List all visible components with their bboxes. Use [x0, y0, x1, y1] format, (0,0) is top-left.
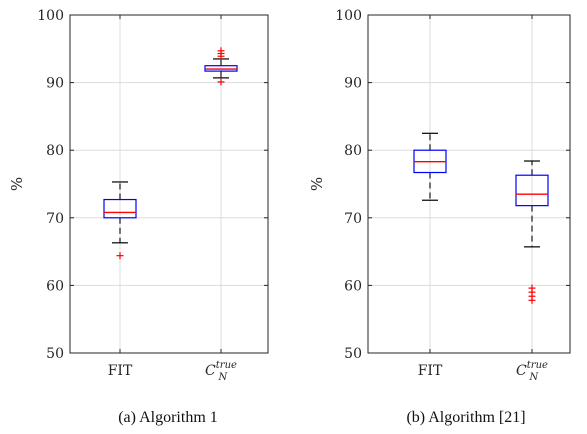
box-2 [204, 47, 238, 86]
axes-frame [367, 14, 571, 354]
outlier-marker [116, 252, 124, 260]
outlier-marker [217, 47, 225, 55]
y-tick-label: 60 [46, 278, 64, 294]
x-tick-label: Ctrue N [205, 360, 237, 383]
y-tick-label: 90 [344, 76, 362, 92]
y-tick-label: 70 [344, 211, 362, 227]
outlier-marker [217, 78, 225, 86]
chart-panel-2: 50 60 70 80 90 100 FIT Ctrue N% (b) Algorithm [21… [308, 8, 571, 426]
axes-frame [69, 14, 269, 354]
box-1 [413, 132, 447, 201]
chart-panel-1: 50 60 70 80 90 100 FIT Ctrue N% (a) Algorithm 1 [8, 8, 269, 426]
box-iqr [103, 198, 137, 219]
x-tick-label: FIT [108, 363, 133, 379]
panel-caption: (b) Algorithm [21] [406, 409, 525, 426]
y-tick-label: 50 [46, 346, 64, 362]
y-tick-label: 80 [46, 143, 64, 159]
outlier-marker [528, 284, 536, 292]
y-tick-label: 60 [344, 278, 362, 294]
x-tick-label: FIT [418, 363, 443, 379]
box-1 [103, 181, 137, 260]
box-2 [515, 160, 549, 304]
y-tick-label: 80 [344, 143, 362, 159]
y-tick-label: 50 [344, 346, 362, 362]
y-axis-label: % [308, 177, 326, 191]
panel-caption: (a) Algorithm 1 [118, 409, 218, 426]
y-tick-label: 90 [46, 76, 64, 92]
y-tick-label: 100 [335, 8, 362, 24]
box-iqr [515, 174, 549, 207]
x-tick-label: Ctrue N [516, 360, 548, 383]
y-axis-label: % [8, 177, 26, 191]
y-tick-label: 70 [46, 211, 64, 227]
y-tick-label: 100 [37, 8, 64, 24]
